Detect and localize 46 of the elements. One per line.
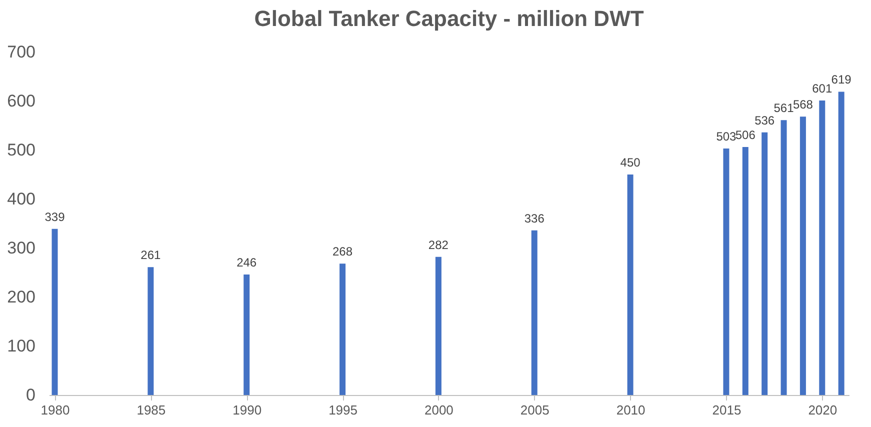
data-label: 561 [774,101,794,116]
data-label: 336 [524,211,545,226]
y-tick-label: 400 [7,190,36,208]
x-tick-label: 1995 [328,402,358,418]
bar [838,92,844,395]
bar [742,147,748,395]
bar [340,264,346,395]
x-tick-label: 2000 [424,402,454,418]
x-tick-label: 2005 [520,402,550,418]
data-label: 506 [735,128,756,142]
bar [52,228,58,395]
y-tick-label: 200 [7,288,36,306]
data-label: 619 [831,72,852,87]
data-label: 601 [812,82,832,96]
bar [435,256,442,395]
bar [244,274,250,395]
x-tick-label: 1990 [232,402,262,418]
bar [780,120,787,395]
data-label: 503 [716,130,737,144]
y-tick-label: 600 [7,92,36,110]
bar [627,174,634,395]
data-label: 568 [792,98,814,112]
data-label: 450 [620,156,641,170]
data-label: 246 [236,255,257,270]
bar [819,100,826,395]
bar [148,267,154,395]
x-tick-label: 2020 [808,402,838,418]
chart-title: Global Tanker Capacity - million DWT [254,6,644,31]
x-tick-label: 1985 [136,402,166,418]
y-tick-label: 100 [7,336,36,356]
bar [723,148,730,395]
x-tick-label: 2010 [616,402,646,418]
y-tick-label: 700 [7,42,36,62]
data-label: 339 [44,210,66,224]
x-tick-label: 2015 [712,402,742,418]
y-tick-label: 0 [26,386,36,404]
y-tick-label: 500 [7,140,36,160]
bar [800,116,806,395]
bar [531,230,538,395]
data-label: 261 [140,248,162,262]
bar [762,132,768,395]
data-label: 268 [332,244,353,259]
y-tick-label: 300 [7,238,36,258]
data-label: 536 [754,113,775,128]
data-label: 282 [428,238,449,252]
x-tick-label: 1980 [40,402,70,418]
